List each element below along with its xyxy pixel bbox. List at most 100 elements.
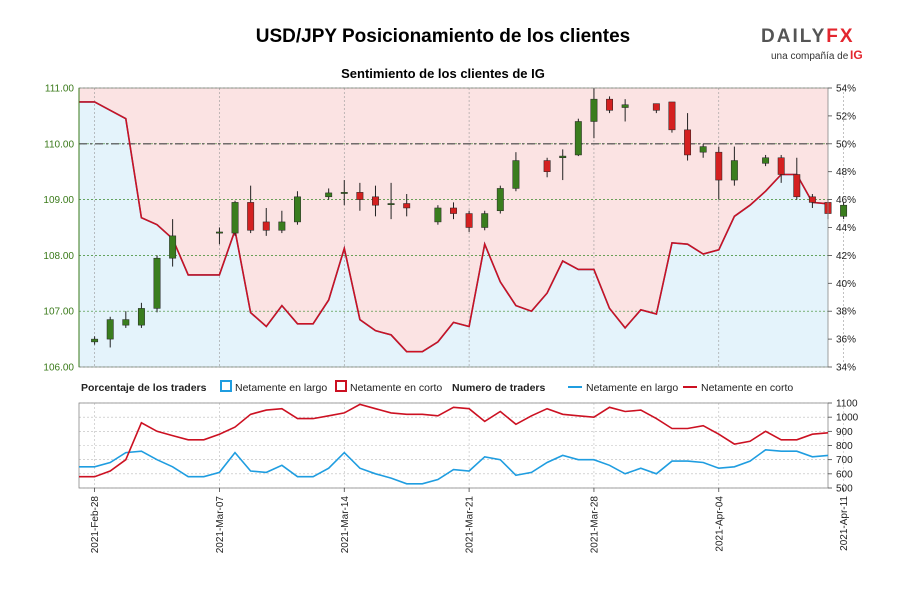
traders-panel (78, 402, 844, 489)
candle (387, 182, 395, 220)
candle (621, 99, 629, 122)
candle-body (106, 319, 114, 340)
traders-tick-label: 600 (836, 469, 853, 480)
candle (106, 316, 114, 348)
candle-body (91, 338, 99, 343)
candle (590, 88, 598, 139)
candle-body (450, 207, 457, 214)
candle (762, 154, 770, 167)
price-tick-label: 110.00 (44, 139, 74, 150)
percent-tick-label: 40% (836, 279, 856, 290)
candle (450, 202, 457, 220)
candle (668, 101, 676, 133)
candle-body (122, 319, 130, 326)
percent-tick-label: 44% (836, 223, 856, 234)
logo-ig: IG (850, 48, 863, 62)
candle-body (481, 213, 489, 228)
price-tick-label: 111.00 (45, 84, 75, 95)
candle-body (559, 155, 567, 159)
price-tick-label: 109.00 (43, 195, 74, 206)
sentiment-panel (78, 87, 848, 368)
candle (153, 255, 161, 313)
candle-body (730, 160, 738, 181)
traders-long-line (79, 448, 829, 485)
candle (231, 200, 239, 236)
percent-tick-label: 54% (836, 84, 856, 95)
candle-body (762, 157, 770, 164)
candle (340, 180, 348, 206)
candle (684, 113, 692, 161)
candle (137, 302, 145, 328)
candle-body (372, 196, 379, 206)
candle-body (590, 98, 598, 122)
percent-tick-label: 50% (836, 139, 856, 150)
price-tick-label: 106.00 (43, 363, 74, 374)
chart-title: USD/JPY Posicionamiento de los clientes (256, 26, 631, 47)
candle (699, 143, 707, 158)
percent-axis: 34% 36% 38% 40% 42% 44% 46% 48% 50% 52% 54% (828, 84, 856, 374)
candle (496, 185, 504, 214)
candle (356, 182, 364, 211)
traders-tick-label: 1100 (836, 399, 858, 410)
candle-body (340, 192, 348, 194)
candle-body (777, 157, 785, 175)
candle-body (668, 101, 676, 131)
candle-body (169, 235, 177, 259)
candle (730, 146, 738, 186)
percent-tick-label: 42% (836, 251, 856, 262)
traders-short-line (79, 403, 829, 478)
logo-daily: DAILYFX (761, 26, 855, 47)
candle (777, 154, 785, 183)
candle (465, 210, 473, 232)
candle-body (137, 308, 145, 326)
legend-num-label: Numero de traders (452, 382, 546, 394)
candle-body (247, 202, 255, 231)
date-axis: 2021-Feb-28 2021-Mar-07 2021-Mar-14 2021-Ma… (90, 488, 850, 553)
percent-tick-label: 34% (836, 363, 856, 374)
traders-tick-label: 800 (836, 441, 853, 452)
candle (652, 103, 660, 114)
percent-tick-label: 52% (836, 111, 856, 122)
percent-tick-label: 36% (836, 335, 856, 346)
candle (169, 219, 177, 267)
candle (403, 194, 411, 217)
date-tick-label: 2021-Mar-28 (589, 496, 600, 554)
traders-tick-label: 900 (836, 427, 853, 438)
candle (793, 157, 801, 200)
candle (715, 146, 723, 200)
legend-num-short-label: Netamente en corto (701, 382, 793, 394)
logo-subtitle: una compañía de (771, 51, 849, 62)
candle-body (621, 104, 629, 108)
candle-body (574, 121, 582, 156)
candle (512, 152, 520, 192)
legend-short-swatch (335, 380, 347, 392)
date-tick-label: 2021-Apr-04 (714, 496, 725, 552)
candle-body (808, 196, 816, 203)
traders-axis: 500 600 700 800 900 1000 1100 (828, 399, 859, 495)
candle-body (652, 103, 660, 111)
candle-body (606, 98, 613, 111)
candle-body (840, 204, 848, 217)
price-tick-label: 108.00 (43, 251, 74, 262)
candle-body (543, 160, 551, 172)
date-tick-label: 2021-Mar-07 (215, 496, 226, 554)
legend: Porcentaje de los traders Netamente en l… (81, 380, 793, 394)
price-axis: 106.00 107.00 108.00 109.00 110.00 111.00 (43, 84, 80, 374)
dailyfx-logo: DAILYFX una compañía de IG (761, 26, 863, 62)
candle (574, 118, 582, 157)
candle-body (262, 221, 270, 231)
candle (840, 202, 848, 220)
legend-long-swatch (220, 380, 232, 392)
percent-tick-label: 46% (836, 195, 856, 206)
candle (559, 149, 567, 181)
candle-body (325, 192, 333, 198)
candle-body (356, 192, 364, 200)
legend-pct-label: Porcentaje de los traders (81, 382, 207, 394)
candle-body (434, 207, 442, 223)
net-long-area (79, 101, 828, 368)
traders-tick-label: 1000 (836, 413, 859, 424)
candle (606, 96, 613, 114)
candle-body (278, 221, 286, 231)
candle-body (699, 146, 707, 153)
chart-subtitle: Sentimiento de los clientes de IG (341, 66, 545, 81)
